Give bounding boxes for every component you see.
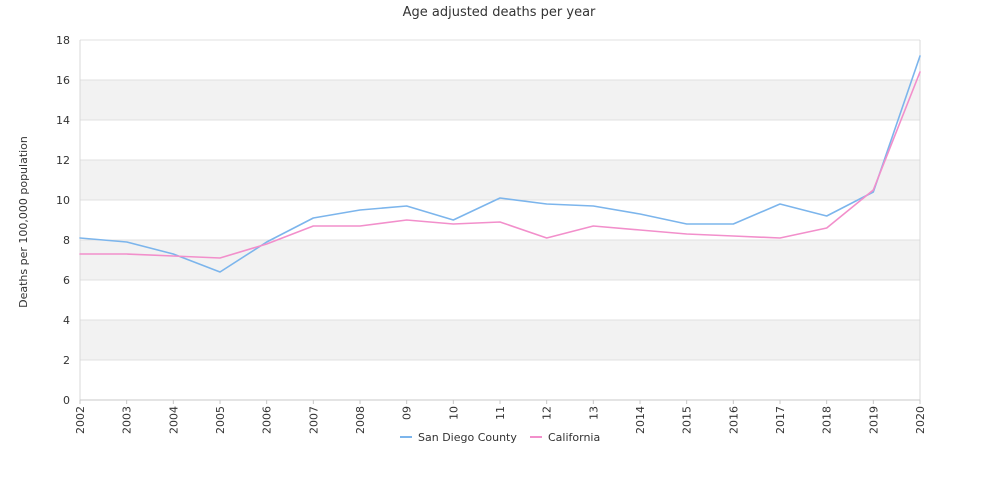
grid-band: [80, 160, 920, 200]
grid-band: [80, 200, 920, 240]
x-tick-label: 2018: [821, 406, 834, 434]
x-tick-label: 2015: [681, 406, 694, 434]
series-lines: [79, 55, 921, 273]
x-tick-label: 2017: [774, 406, 787, 434]
legend-item-california[interactable]: California: [530, 431, 600, 444]
series-line-california[interactable]: [79, 71, 921, 259]
y-tick-label: 18: [56, 34, 70, 47]
x-tick-label: 10: [447, 406, 460, 420]
y-axis-ticks: 0 2 4 6 8 10 12 14 16 18: [56, 34, 70, 407]
grid-band: [80, 320, 920, 360]
grid-band: [80, 40, 920, 80]
y-tick-label: 6: [63, 274, 70, 287]
x-tick-label: 2003: [121, 406, 134, 434]
legend[interactable]: San Diego County California: [400, 431, 600, 444]
grid-band: [80, 360, 920, 400]
x-tick-label: 2004: [167, 406, 180, 434]
x-tick-label: 11: [494, 406, 507, 420]
x-tick-label: 13: [587, 406, 600, 420]
x-tick-label: 2008: [354, 406, 367, 434]
x-tick-label: 2016: [727, 406, 740, 434]
series-line-san-diego-county[interactable]: [79, 55, 921, 273]
legend-label: San Diego County: [418, 431, 517, 444]
y-tick-label: 10: [56, 194, 70, 207]
y-tick-label: 14: [56, 114, 70, 127]
x-tick-label: 09: [401, 406, 414, 420]
y-tick-label: 16: [56, 74, 70, 87]
y-tick-label: 2: [63, 354, 70, 367]
y-tick-label: 12: [56, 154, 70, 167]
grid-band: [80, 80, 920, 120]
y-tick-label: 8: [63, 234, 70, 247]
y-axis-label: Deaths per 100,000 population: [17, 136, 30, 308]
x-tick-label: 2002: [74, 406, 87, 434]
grid-bands: [80, 40, 920, 400]
x-tick-label: 2020: [914, 406, 927, 434]
x-tick-label: 2005: [214, 406, 227, 434]
legend-label: California: [548, 431, 600, 444]
y-tick-label: 4: [63, 314, 70, 327]
chart-title: Age adjusted deaths per year: [403, 5, 596, 20]
grid-band: [80, 240, 920, 280]
x-axis-ticks: 2002 2003 2004 2005 2006 2007 2008 09 10 11 12 13 20…: [74, 400, 927, 434]
x-tick-label: 2014: [634, 406, 647, 434]
x-tick-label: 2007: [307, 406, 320, 434]
x-tick-label: 2006: [261, 406, 274, 434]
x-tick-label: 12: [541, 406, 554, 420]
y-tick-label: 0: [63, 394, 70, 407]
grid-band: [80, 280, 920, 320]
x-tick-label: 2019: [867, 406, 880, 434]
grid-band: [80, 120, 920, 160]
legend-item-san-diego-county[interactable]: San Diego County: [400, 431, 517, 444]
